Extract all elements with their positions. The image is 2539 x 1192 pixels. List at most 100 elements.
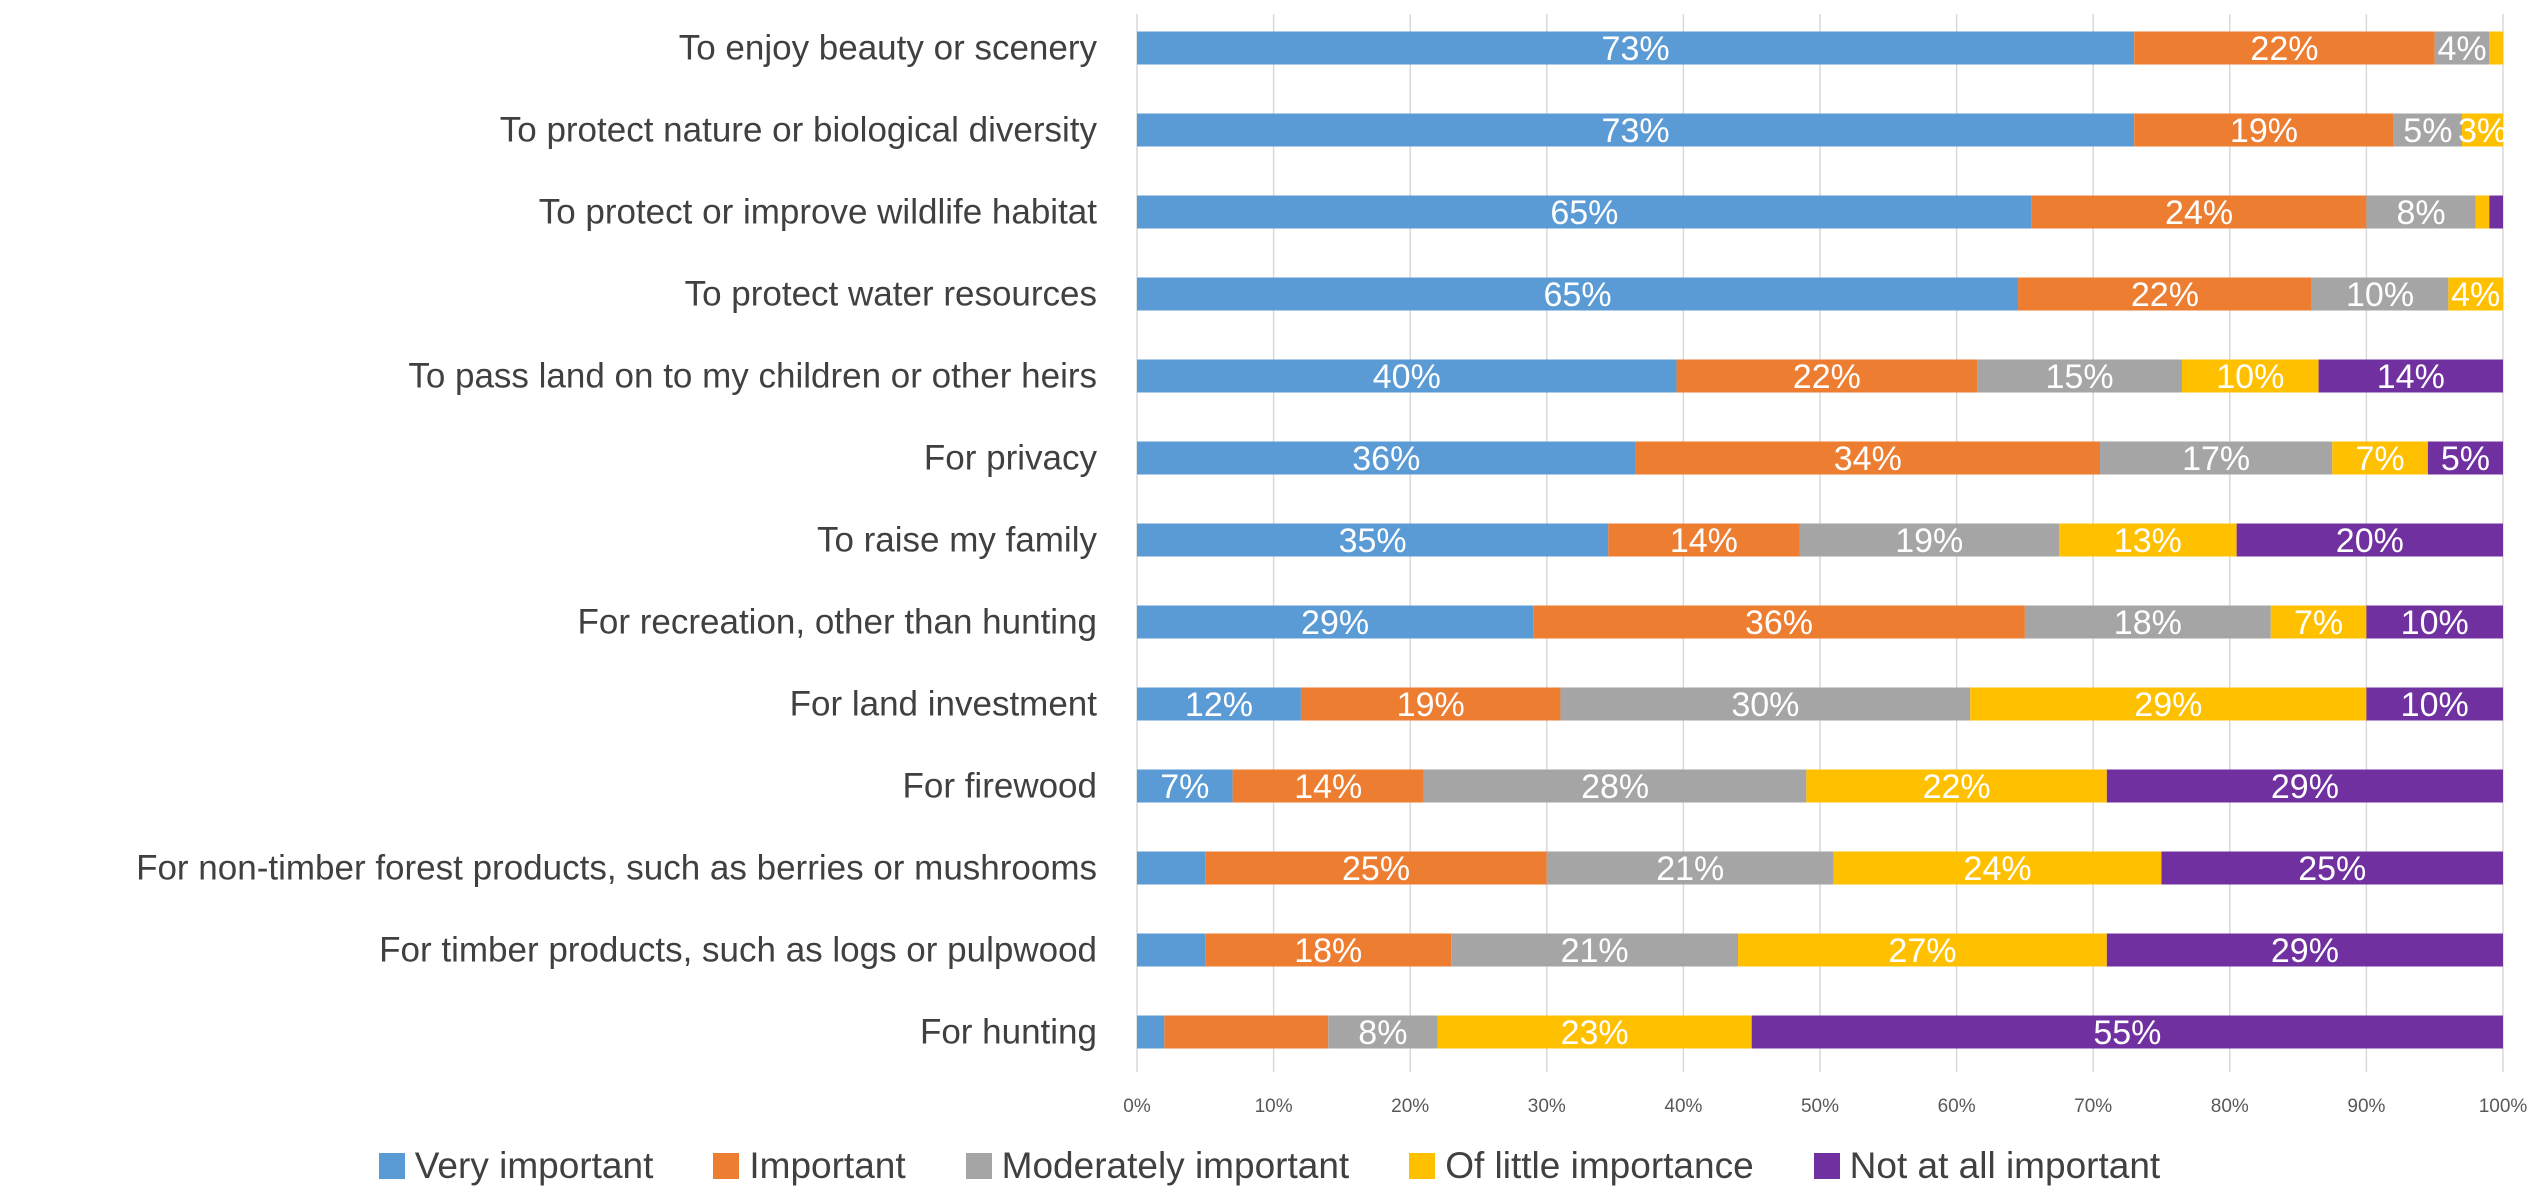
data-label: 14%: [1670, 522, 1738, 560]
data-label: 17%: [2182, 440, 2250, 478]
legend-item: Important: [713, 1145, 906, 1187]
bar-segment: [2427, 441, 2503, 475]
bar-segment: [1137, 605, 1534, 639]
legend-item: Very important: [378, 1145, 653, 1187]
x-tick-label: 60%: [1938, 1096, 1976, 1117]
data-label: 19%: [1895, 522, 1963, 560]
bar-segment: [1137, 113, 2135, 147]
category-label: For timber products, such as logs or pul…: [379, 931, 1097, 970]
data-label: 29%: [1301, 604, 1369, 642]
data-label: 22%: [1793, 358, 1861, 396]
x-tick-label: 40%: [1664, 1096, 1702, 1117]
bar-segment: [1137, 933, 1206, 967]
data-label: 29%: [2271, 768, 2339, 806]
bar-segment: [2270, 605, 2367, 639]
bar-segment: [2366, 605, 2503, 639]
data-label: 4%: [2451, 276, 2500, 314]
bar-segment: [1137, 523, 1609, 557]
bar-segment: [1970, 687, 2367, 721]
bar-segment: [2134, 113, 2394, 147]
data-label: 65%: [1544, 276, 1612, 314]
bar-segment: [1300, 687, 1561, 721]
data-label: 20%: [2336, 522, 2404, 560]
bar-segment: [1137, 31, 2135, 65]
data-label: 23%: [1561, 1014, 1629, 1052]
category-labels: To enjoy beauty or scenery To protect nat…: [136, 29, 1097, 1052]
bar-segment: [2134, 31, 2435, 65]
bar-segment: [1437, 1015, 1752, 1049]
data-label: 25%: [1342, 850, 1410, 888]
data-label: 34%: [1834, 440, 1902, 478]
data-label: 35%: [1339, 522, 1407, 560]
legend: Very important Important Moderately import…: [0, 1140, 2539, 1192]
data-label: 36%: [1352, 440, 1420, 478]
data-label: 13%: [2114, 522, 2182, 560]
bar-segment: [2366, 195, 2476, 229]
x-tick-label: 10%: [1255, 1096, 1293, 1117]
x-tick-label: 20%: [1391, 1096, 1429, 1117]
bar-segment: [1205, 851, 1547, 885]
bar-segment: [1635, 441, 2101, 475]
data-label: 7%: [2355, 440, 2404, 478]
data-label: 29%: [2134, 686, 2202, 724]
data-label: 18%: [1294, 932, 1362, 970]
bar-segment: [1232, 769, 1424, 803]
bar-segment: [2434, 31, 2490, 65]
x-tick-label: 30%: [1528, 1096, 1566, 1117]
bar-segment: [2318, 359, 2503, 393]
legend-swatch: [378, 1153, 405, 1179]
bar-segment: [1533, 605, 2025, 639]
legend-item: Of little importance: [1409, 1145, 1754, 1187]
legend-label: Moderately important: [1001, 1145, 1350, 1186]
bar-segment: [1799, 523, 2060, 557]
bar-segment: [1137, 195, 2032, 229]
bar-segment: [1164, 1015, 1329, 1049]
bar-segment: [2393, 113, 2463, 147]
legend-label: Important: [749, 1145, 906, 1186]
bar-segment: [1546, 851, 1834, 885]
bar-segment: [2366, 687, 2503, 721]
stacked-bar-chart: 73% 22% 4%73% 19% 5% 3%65% 24% 8%65% 22% 10% 4%40%…: [136, 14, 2528, 1117]
category-label: For land investment: [790, 685, 1098, 724]
bar-segment: [1423, 769, 1807, 803]
bar-segment: [2024, 605, 2271, 639]
bar-segment: [1328, 1015, 1438, 1049]
data-label: 29%: [2271, 932, 2339, 970]
bar-segment: [1806, 769, 2107, 803]
data-label: 19%: [1397, 686, 1465, 724]
data-label: 10%: [2401, 604, 2469, 642]
data-label: 4%: [2437, 30, 2486, 68]
data-label: 10%: [2346, 276, 2414, 314]
bar-segment: [1977, 359, 2182, 393]
data-label: 22%: [2131, 276, 2199, 314]
bar-segment: [1833, 851, 2162, 885]
data-label: 24%: [1964, 850, 2032, 888]
bar-segment: [2236, 523, 2503, 557]
data-label: 3%: [2458, 112, 2507, 150]
category-label: To protect water resources: [685, 275, 1097, 314]
bar-segment: [2161, 851, 2503, 885]
data-label: 65%: [1550, 194, 1618, 232]
bar-segment: [1137, 441, 1636, 475]
x-tick-label: 100%: [2479, 1096, 2528, 1117]
bar-segment: [1137, 1015, 1165, 1049]
bar-segment: [2018, 277, 2312, 311]
data-label: 5%: [2441, 440, 2490, 478]
x-tick-label: 50%: [1801, 1096, 1839, 1117]
bar-segment: [1205, 933, 1452, 967]
data-label: 28%: [1581, 768, 1649, 806]
x-tick-label: 0%: [1123, 1096, 1151, 1117]
bar-segment: [1137, 359, 1677, 393]
data-label: 25%: [2298, 850, 2366, 888]
bar-segment: [2106, 933, 2503, 967]
data-label: 14%: [1294, 768, 1362, 806]
category-label: For privacy: [924, 439, 1098, 478]
data-label: 73%: [1602, 30, 1670, 68]
data-label: 55%: [2093, 1014, 2161, 1052]
category-label: For recreation, other than hunting: [578, 603, 1097, 642]
bar-segment: [1137, 277, 2019, 311]
bar-segment: [1676, 359, 1978, 393]
data-label: 8%: [1358, 1014, 1407, 1052]
data-label: 15%: [2046, 358, 2114, 396]
category-label: To protect or improve wildlife habitat: [539, 193, 1098, 232]
